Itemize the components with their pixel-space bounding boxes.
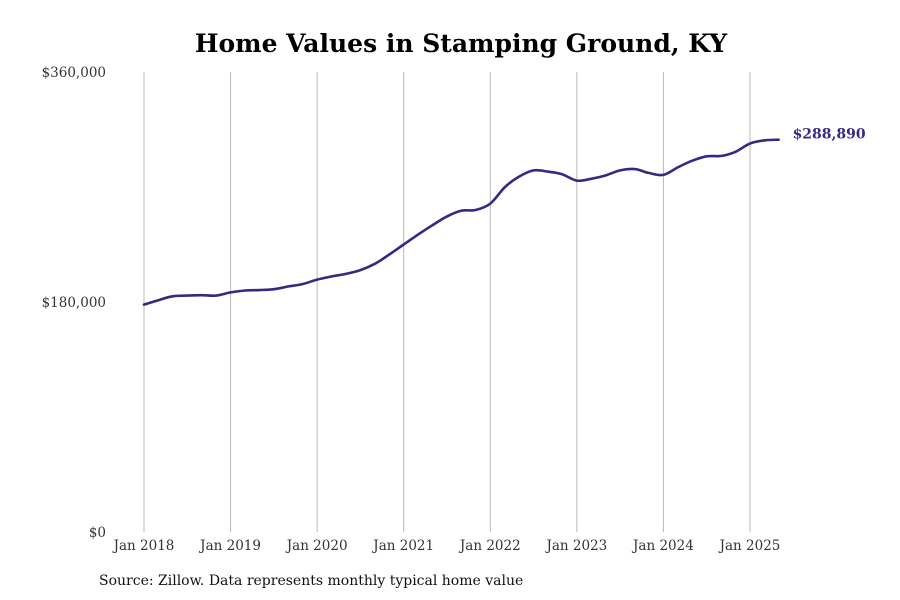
y-tick-label: $360,000 bbox=[42, 65, 106, 81]
x-tick-label: Jan 2018 bbox=[112, 538, 175, 554]
x-tick-label: Jan 2020 bbox=[285, 538, 348, 554]
y-tick-label: $0 bbox=[89, 525, 106, 541]
x-axis-ticks: Jan 2018 Jan 2019 Jan 2020 Jan 2021 Jan 2022… bbox=[112, 538, 781, 554]
x-tick-label: Jan 2024 bbox=[631, 538, 694, 554]
x-tick-label: Jan 2022 bbox=[458, 538, 521, 554]
x-tick-label: Jan 2019 bbox=[198, 538, 261, 554]
end-value-label: $288,890 bbox=[793, 127, 866, 143]
x-tick-label: Jan 2021 bbox=[371, 538, 434, 554]
y-tick-label: $180,000 bbox=[42, 295, 106, 311]
x-tick-label: Jan 2023 bbox=[544, 538, 607, 554]
gridlines bbox=[143, 72, 751, 532]
chart-title: Home Values in Stamping Ground, KY bbox=[195, 29, 728, 58]
x-tick-label: Jan 2025 bbox=[718, 538, 781, 554]
series-line bbox=[142, 138, 780, 306]
y-axis-ticks: $0 $180,000 $360,000 bbox=[42, 65, 106, 541]
source-note: Source: Zillow. Data represents monthly … bbox=[99, 573, 524, 589]
